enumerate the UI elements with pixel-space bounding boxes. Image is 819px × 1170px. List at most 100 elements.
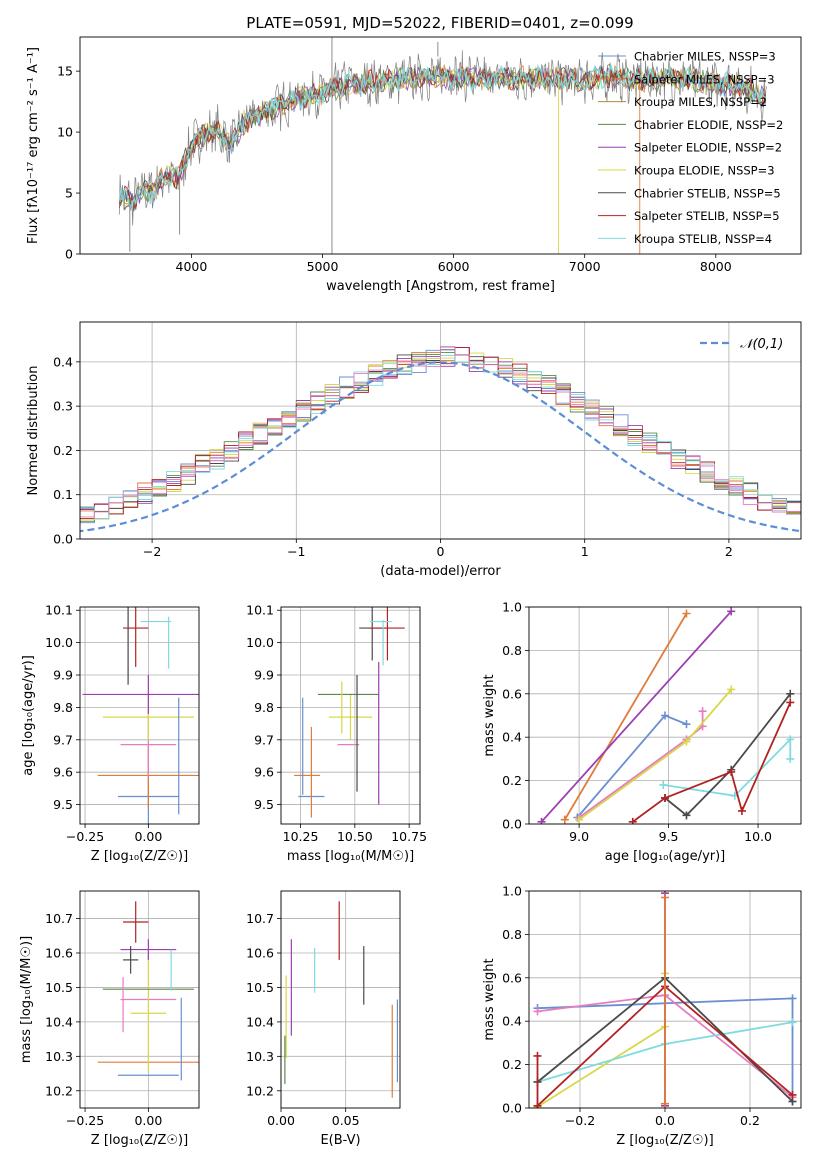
y-tick-label: 0.0 (502, 817, 522, 832)
y-tick-label: 10.7 (246, 911, 274, 926)
y-tick-label: 9.6 (53, 765, 73, 780)
axes-frame (528, 606, 802, 825)
x-tick-label: 5000 (307, 259, 339, 274)
y-tick-label: 10.2 (45, 1083, 73, 1098)
legend-label: Salpeter MILES, NSSP=3 (634, 72, 775, 86)
y-tick-label: 10.5 (246, 980, 274, 995)
spectrum-plot-area (118, 37, 768, 254)
y-tick-label: 0.8 (502, 643, 522, 658)
legend-label: Chabrier MILES, NSSP=3 (634, 50, 776, 64)
y-tick-label: 10.4 (246, 1014, 274, 1029)
mass-vs-EBV-panel: 0.00 0.05 10.2 10.3 10.4 10.5 10.6 10.7 (246, 890, 401, 1128)
x-tick-label: 2 (725, 544, 733, 559)
y-axis-label: Flux [fλ10⁻¹⁷ erg cm⁻² s⁻¹ A⁻¹] (26, 47, 41, 244)
data-marker (661, 893, 669, 902)
mass-weight-line (663, 737, 792, 797)
legend-label: Salpeter STELIB, NSSP=5 (634, 209, 780, 223)
histogram-step (80, 355, 801, 520)
y-tick-label: 0.1 (53, 487, 73, 502)
y-tick-label: 10.3 (45, 1049, 73, 1064)
x-tick-label: 10.0 (744, 829, 772, 844)
gaussian-curve (80, 361, 801, 533)
x-axis-label: wavelength [Angstrom, rest frame] (326, 279, 555, 294)
age-vs-Z-panel: −0.25 0.00 9.5 9.6 9.7 9.8 9.9 10.0 10.1 (45, 603, 200, 844)
massweight-vs-age-plot-area (537, 607, 795, 824)
legend-label: Chabrier STELIB, NSSP=5 (634, 186, 781, 200)
data-marker (786, 698, 795, 707)
y-tick-label: 10.7 (45, 911, 73, 926)
y-tick-label: 10.6 (45, 946, 73, 961)
x-axis-label: age [log₁₀(age/yr)] (605, 849, 726, 864)
y-tick-label: 0.4 (502, 730, 522, 745)
y-tick-label: 0.2 (502, 773, 522, 788)
x-tick-label: 10.25 (283, 829, 319, 844)
y-tick-label: 10.6 (246, 946, 274, 961)
mass-vs-EBV-plot-area (284, 901, 399, 1098)
residuals-plot-area (80, 346, 801, 533)
data-marker (788, 994, 797, 1003)
model-spectrum-line (118, 63, 766, 210)
y-tick-label: 0.8 (502, 927, 522, 942)
data-marker (682, 737, 691, 746)
y-tick-label: 10.5 (45, 980, 73, 995)
axes-frame (79, 36, 802, 255)
massweight-vs-Z-plot-area (533, 891, 797, 1108)
data-marker (682, 609, 691, 618)
x-tick-label: 0 (437, 544, 445, 559)
histogram-step (80, 346, 801, 526)
y-tick-label: 10 (57, 125, 73, 140)
data-marker (698, 707, 707, 716)
data-marker (661, 711, 669, 720)
data-marker (682, 720, 691, 729)
x-tick-label: 0.00 (134, 1113, 162, 1128)
x-tick-label: 0.00 (134, 829, 162, 844)
data-marker (727, 607, 736, 616)
legend-label: 𝒩(0,1) (740, 337, 783, 352)
y-tick-label: 0.6 (502, 686, 522, 701)
massweight-vs-age-panel: 9.0 9.5 10.0 0.0 0.2 0.4 0.6 0.8 1.0 (502, 600, 802, 844)
mass-vs-Z-panel: −0.25 0.00 10.2 10.3 10.4 10.5 10.6 10.7 (45, 890, 200, 1128)
y-tick-label: 9.5 (53, 797, 73, 812)
axes-frame (528, 890, 802, 1109)
x-tick-label: 0.05 (332, 1113, 360, 1128)
x-tick-label: 9.0 (569, 829, 589, 844)
x-axis-label: Z [log₁₀(Z/Z☉)] (91, 1133, 188, 1148)
age-vs-mass-panel: 10.25 10.50 10.75 9.5 9.6 9.7 9.8 9.9 10.0 10.1 (246, 603, 427, 844)
y-axis-label: Normed distribution (26, 366, 41, 496)
data-marker (533, 1101, 542, 1108)
x-tick-label: −2 (143, 544, 161, 559)
axes-frame (280, 606, 421, 825)
data-marker (661, 793, 669, 802)
spectrum-panel: 4000 5000 6000 7000 8000 0 5 10 15 (57, 36, 802, 274)
y-tick-label: 9.7 (53, 732, 73, 747)
axes-frame (79, 890, 200, 1109)
data-marker (737, 806, 746, 815)
mass-weight-line (536, 985, 794, 1108)
y-tick-label: 0.4 (53, 354, 73, 369)
x-tick-label: 7000 (569, 259, 601, 274)
y-tick-label: 0.0 (502, 1101, 522, 1116)
x-tick-label: −1 (287, 544, 305, 559)
data-marker (786, 754, 795, 763)
y-tick-label: 10.1 (246, 603, 274, 618)
y-tick-label: 0.6 (502, 970, 522, 985)
x-tick-label: 9.5 (659, 829, 679, 844)
residuals-panel: −2 −1 0 1 2 0.0 0.1 0.2 0.3 0.4 (53, 321, 802, 559)
mass-weight-line (540, 610, 732, 823)
histogram-step (80, 351, 801, 524)
y-axis-label: mass [log₁₀(M/M☉)] (19, 936, 34, 1063)
y-tick-label: 9.7 (254, 732, 274, 747)
x-axis-label: Z [log₁₀(Z/Z☉)] (616, 1133, 713, 1148)
y-axis-label: age [log₁₀(age/yr)] (21, 655, 36, 776)
mass-weight-line (564, 613, 688, 821)
y-tick-label: 9.8 (53, 700, 73, 715)
x-axis-label: E(B-V) (320, 1133, 360, 1148)
x-tick-label: 6000 (438, 259, 470, 274)
age-vs-mass-plot-area (294, 607, 405, 818)
axes-frame (79, 606, 200, 825)
legend-label: Chabrier ELODIE, NSSP=2 (634, 118, 783, 132)
x-axis-label: mass [log₁₀(M/M☉)] (287, 849, 414, 864)
y-tick-label: 10.1 (45, 603, 73, 618)
y-tick-label: 0.0 (53, 532, 73, 547)
